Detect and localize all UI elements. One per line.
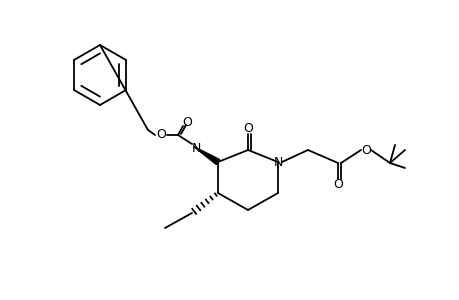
Text: N: N <box>191 142 200 154</box>
Text: N: N <box>273 155 282 169</box>
Text: O: O <box>156 128 166 142</box>
Polygon shape <box>193 146 219 164</box>
Text: O: O <box>360 143 370 157</box>
Text: O: O <box>182 116 191 128</box>
Text: O: O <box>332 178 342 191</box>
Text: O: O <box>242 122 252 134</box>
